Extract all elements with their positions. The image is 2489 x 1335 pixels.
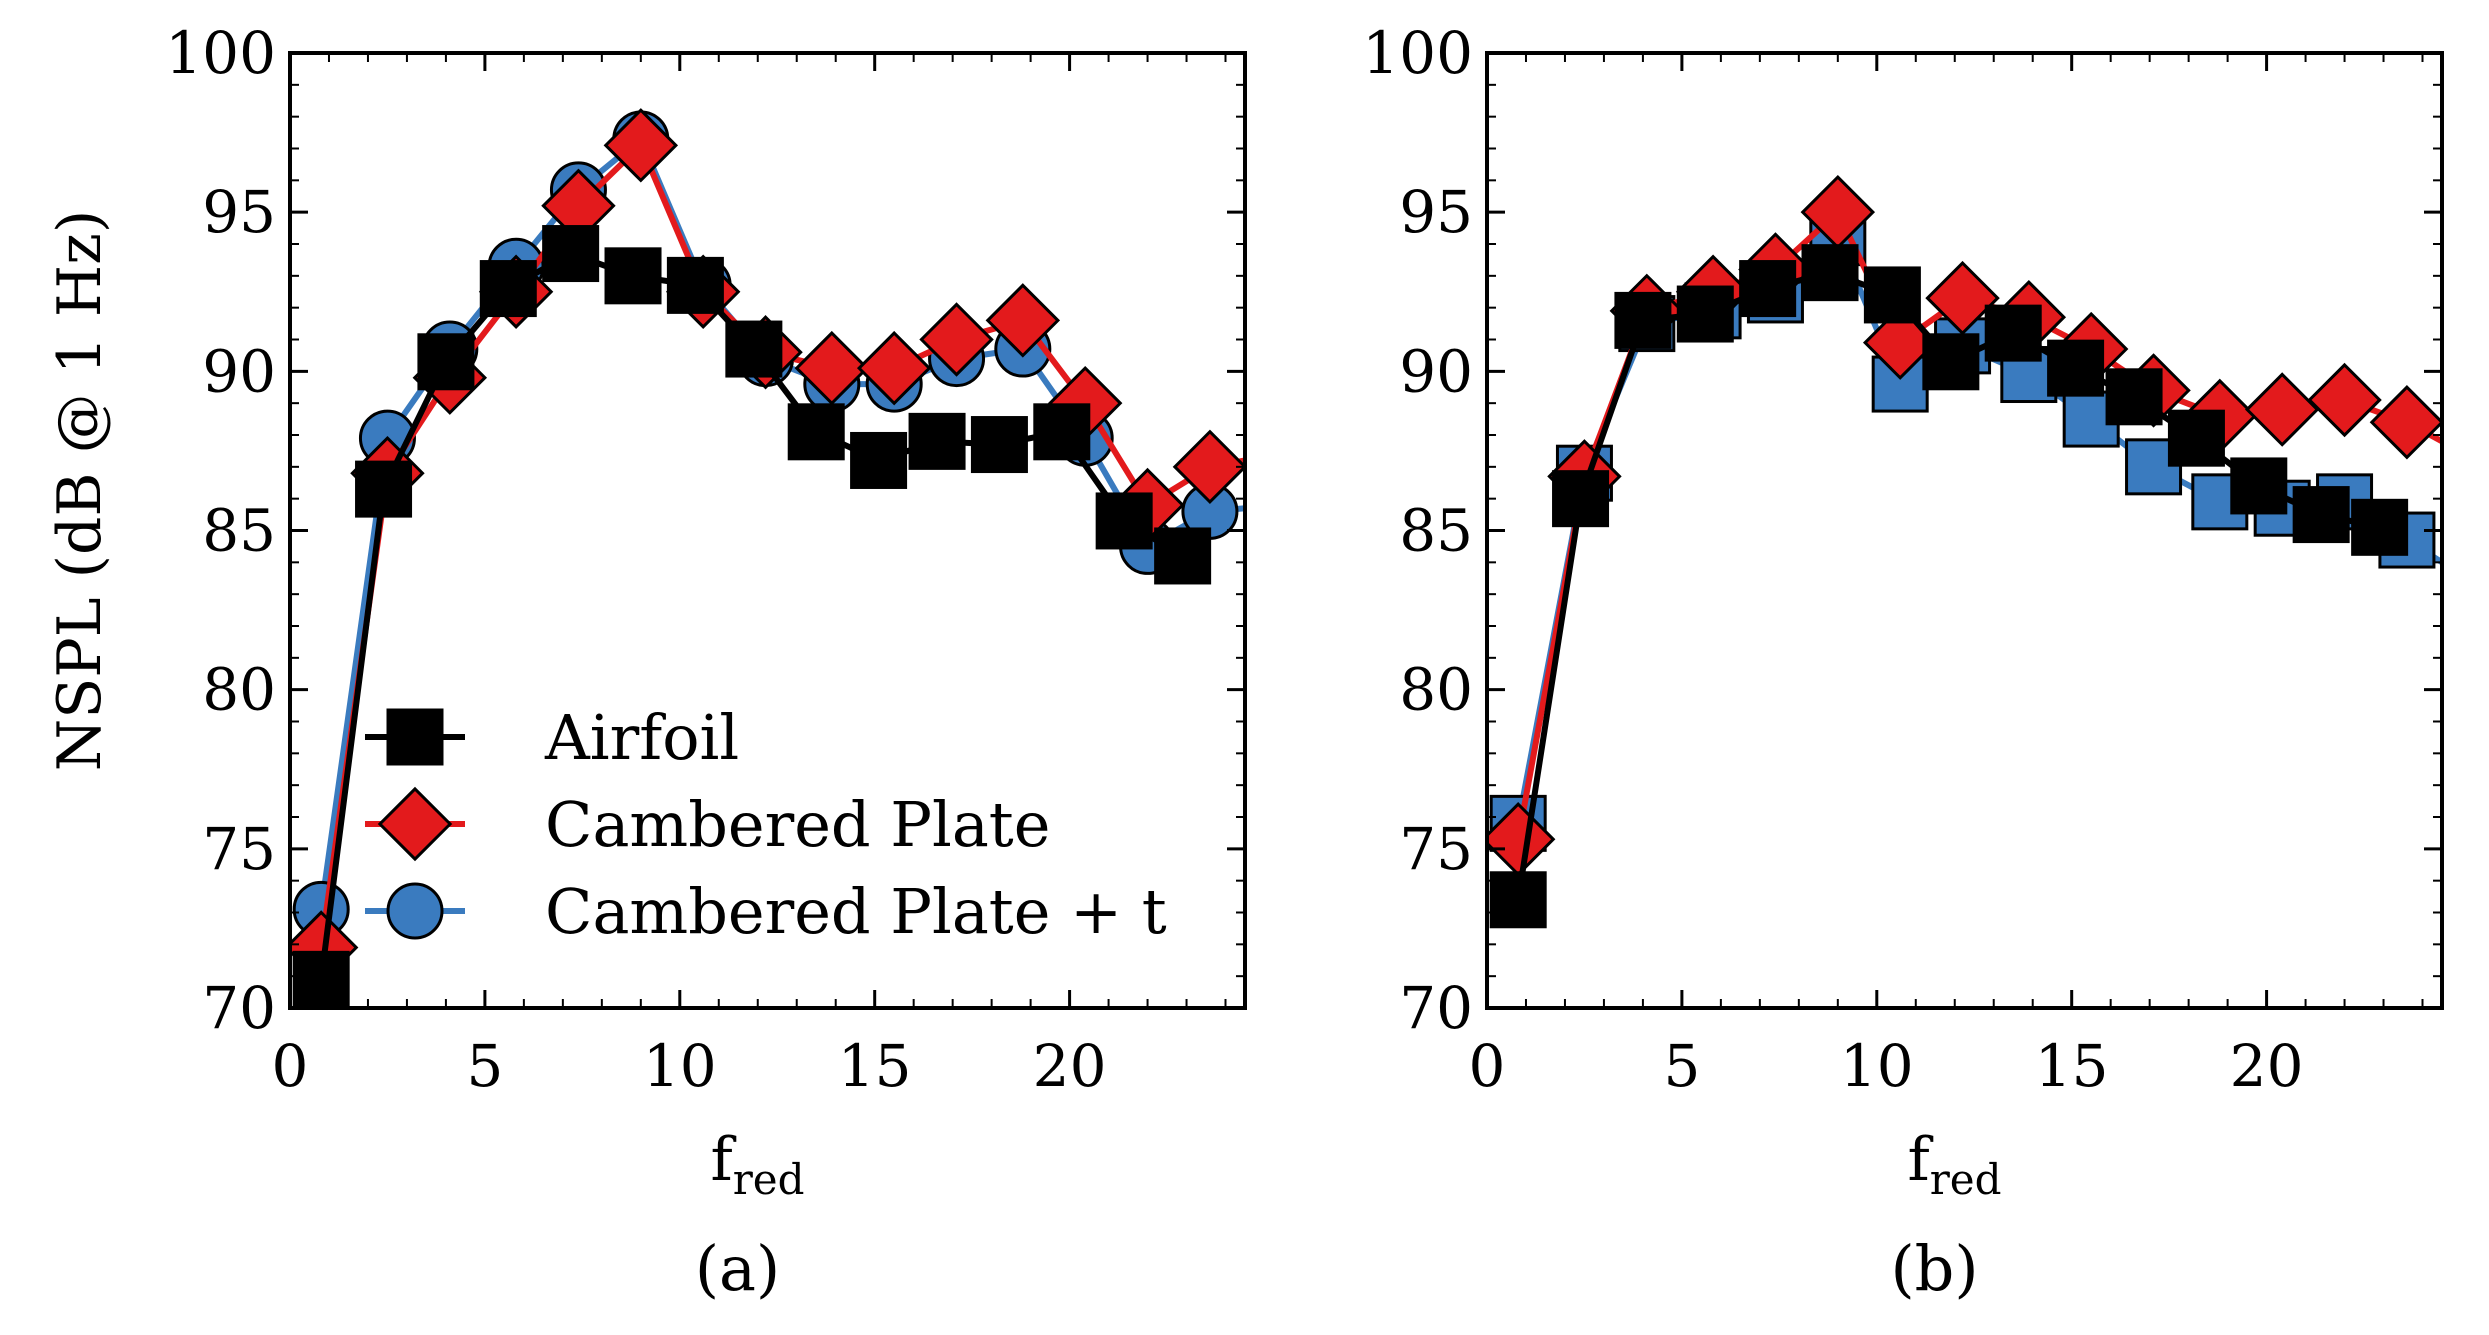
legend-item-airfoil: Airfoil: [365, 701, 739, 774]
data-point-airfoil: [1154, 527, 1212, 585]
y-tick-label: 75: [202, 815, 276, 883]
y-tick-label: 80: [202, 656, 276, 724]
panel-a-y-axis-title: NSPL (dB @ 1 Hz): [45, 210, 115, 772]
x-tick-label: 5: [466, 1032, 503, 1100]
panel-b-x-axis-title-sub: red: [1930, 1155, 2002, 1204]
data-point-cambered-plate: [794, 330, 870, 406]
x-tick-label: 10: [1840, 1032, 1914, 1100]
panel-a-axes: 0 5 10 15 20 70 75 80 85 90 95 100: [165, 19, 1245, 1100]
data-point-airfoil: [417, 333, 475, 391]
panel-a-series-layer: [290, 108, 1245, 1008]
data-point-cambered-plate: [985, 283, 1061, 358]
panel-b-axes: 0 5 10 15 20 70 75 80 85 90 95 100: [1362, 19, 2442, 1100]
y-tick-label: 85: [202, 497, 276, 565]
legend-sample-cambered-plate-t: [365, 882, 465, 940]
y-tick-label: 75: [1399, 815, 1473, 883]
y-tick-label: 70: [202, 974, 276, 1042]
data-point-airfoil: [970, 416, 1028, 474]
legend-marker-airfoil: [386, 708, 444, 766]
data-point-airfoil: [542, 225, 600, 283]
x-tick-label: 5: [1663, 1032, 1700, 1100]
data-point-airfoil: [1614, 291, 1672, 349]
data-point-airfoil: [479, 260, 537, 318]
y-tick-label: 100: [165, 19, 276, 87]
series-line-airfoil: [1515, 269, 2394, 901]
panel-a-x-axis-title: fred: [710, 1125, 804, 1204]
x-tick-label: 10: [643, 1032, 717, 1100]
series-line-cambered-plate: [318, 142, 1245, 948]
legend-item-cambered-plate: Cambered Plate: [365, 786, 1050, 862]
panel-a-label: (a): [695, 1232, 780, 1305]
data-point-airfoil: [1801, 244, 1859, 302]
data-point-airfoil: [1552, 470, 1610, 528]
data-point-airfoil: [604, 247, 662, 305]
data-point-airfoil: [725, 320, 783, 378]
data-point-cambered-plate: [2307, 362, 2382, 438]
data-point-cambered-plate: [603, 108, 679, 183]
chart-panel-b: 0 5 10 15 20 70 75 80 85 90 95 100 fred (b): [1362, 19, 2444, 1305]
y-tick-label: 95: [1399, 178, 1473, 246]
legend-marker-cambered-plate-t: [386, 882, 444, 940]
data-point-airfoil: [850, 431, 908, 489]
x-tick-label: 15: [838, 1032, 912, 1100]
data-point-airfoil: [2351, 498, 2409, 556]
panel-a-x-axis-title-main: f: [710, 1125, 736, 1195]
data-point-airfoil: [2230, 457, 2288, 515]
legend-sample-cambered-plate: [365, 786, 465, 862]
data-point-cambered-plate: [1172, 429, 1245, 505]
data-point-airfoil: [2105, 368, 2163, 426]
legend: Airfoil Cambered Plate Cambered Plate + …: [365, 701, 1167, 948]
legend-label-cambered-plate-t: Cambered Plate + t: [545, 875, 1167, 948]
legend-sample-airfoil: [365, 708, 465, 766]
x-tick-label: 15: [2035, 1032, 2109, 1100]
panel-b-x-axis-title-main: f: [1907, 1125, 1933, 1195]
x-tick-label: 20: [1033, 1032, 1107, 1100]
data-point-airfoil: [1676, 285, 1734, 343]
y-tick-label: 85: [1399, 497, 1473, 565]
legend-marker-cambered-plate: [377, 786, 453, 862]
data-point-airfoil: [355, 460, 413, 518]
legend-label-airfoil: Airfoil: [544, 701, 739, 774]
data-point-cambered-plate: [2369, 385, 2442, 460]
data-point-airfoil: [2167, 409, 2225, 467]
chart-panel-a: 0 5 10 15 20 70 75 80 85 90 95 100 NSPL (dB @ 1 Hz)…: [45, 19, 1247, 1305]
data-point-airfoil: [908, 412, 966, 470]
y-tick-label: 100: [1362, 19, 1473, 87]
panel-a-x-axis-title-sub: red: [733, 1155, 805, 1204]
data-point-airfoil: [1863, 266, 1921, 324]
data-point-airfoil: [1033, 403, 1091, 461]
legend-label-cambered-plate: Cambered Plate: [545, 788, 1050, 861]
series-line-airfoil: [318, 250, 1197, 980]
data-point-airfoil: [1095, 492, 1153, 550]
y-tick-label: 70: [1399, 974, 1473, 1042]
panel-b-x-axis-title: fred: [1907, 1125, 2001, 1204]
series-airfoil: [292, 225, 1212, 1008]
data-point-airfoil: [1984, 304, 2042, 362]
data-point-cambered-plate: [856, 330, 932, 406]
x-tick-label: 0: [1469, 1032, 1506, 1100]
x-tick-label: 0: [272, 1032, 309, 1100]
data-point-airfoil: [787, 403, 845, 461]
data-point-cambered-plate: [919, 302, 994, 377]
series-airfoil: [1489, 244, 2409, 929]
data-point-airfoil: [1739, 260, 1797, 318]
x-tick-label: 20: [2230, 1032, 2304, 1100]
data-point-airfoil: [1922, 333, 1980, 391]
y-tick-label: 90: [202, 337, 276, 405]
y-tick-label: 90: [1399, 337, 1473, 405]
data-point-airfoil: [292, 950, 350, 1008]
data-point-cambered-plate: [1925, 260, 2000, 336]
data-point-airfoil: [666, 256, 724, 314]
y-tick-label: 95: [202, 178, 276, 246]
data-point-cambered-plate: [2244, 372, 2320, 447]
panel-b-series-layer: [1487, 174, 2442, 929]
data-point-airfoil: [1489, 871, 1547, 929]
data-point-airfoil: [2292, 486, 2350, 544]
legend-item-cambered-plate-t: Cambered Plate + t: [365, 875, 1167, 948]
data-point-airfoil: [2047, 339, 2105, 397]
panel-b-label: (b): [1890, 1232, 1978, 1305]
y-tick-label: 80: [1399, 656, 1473, 724]
